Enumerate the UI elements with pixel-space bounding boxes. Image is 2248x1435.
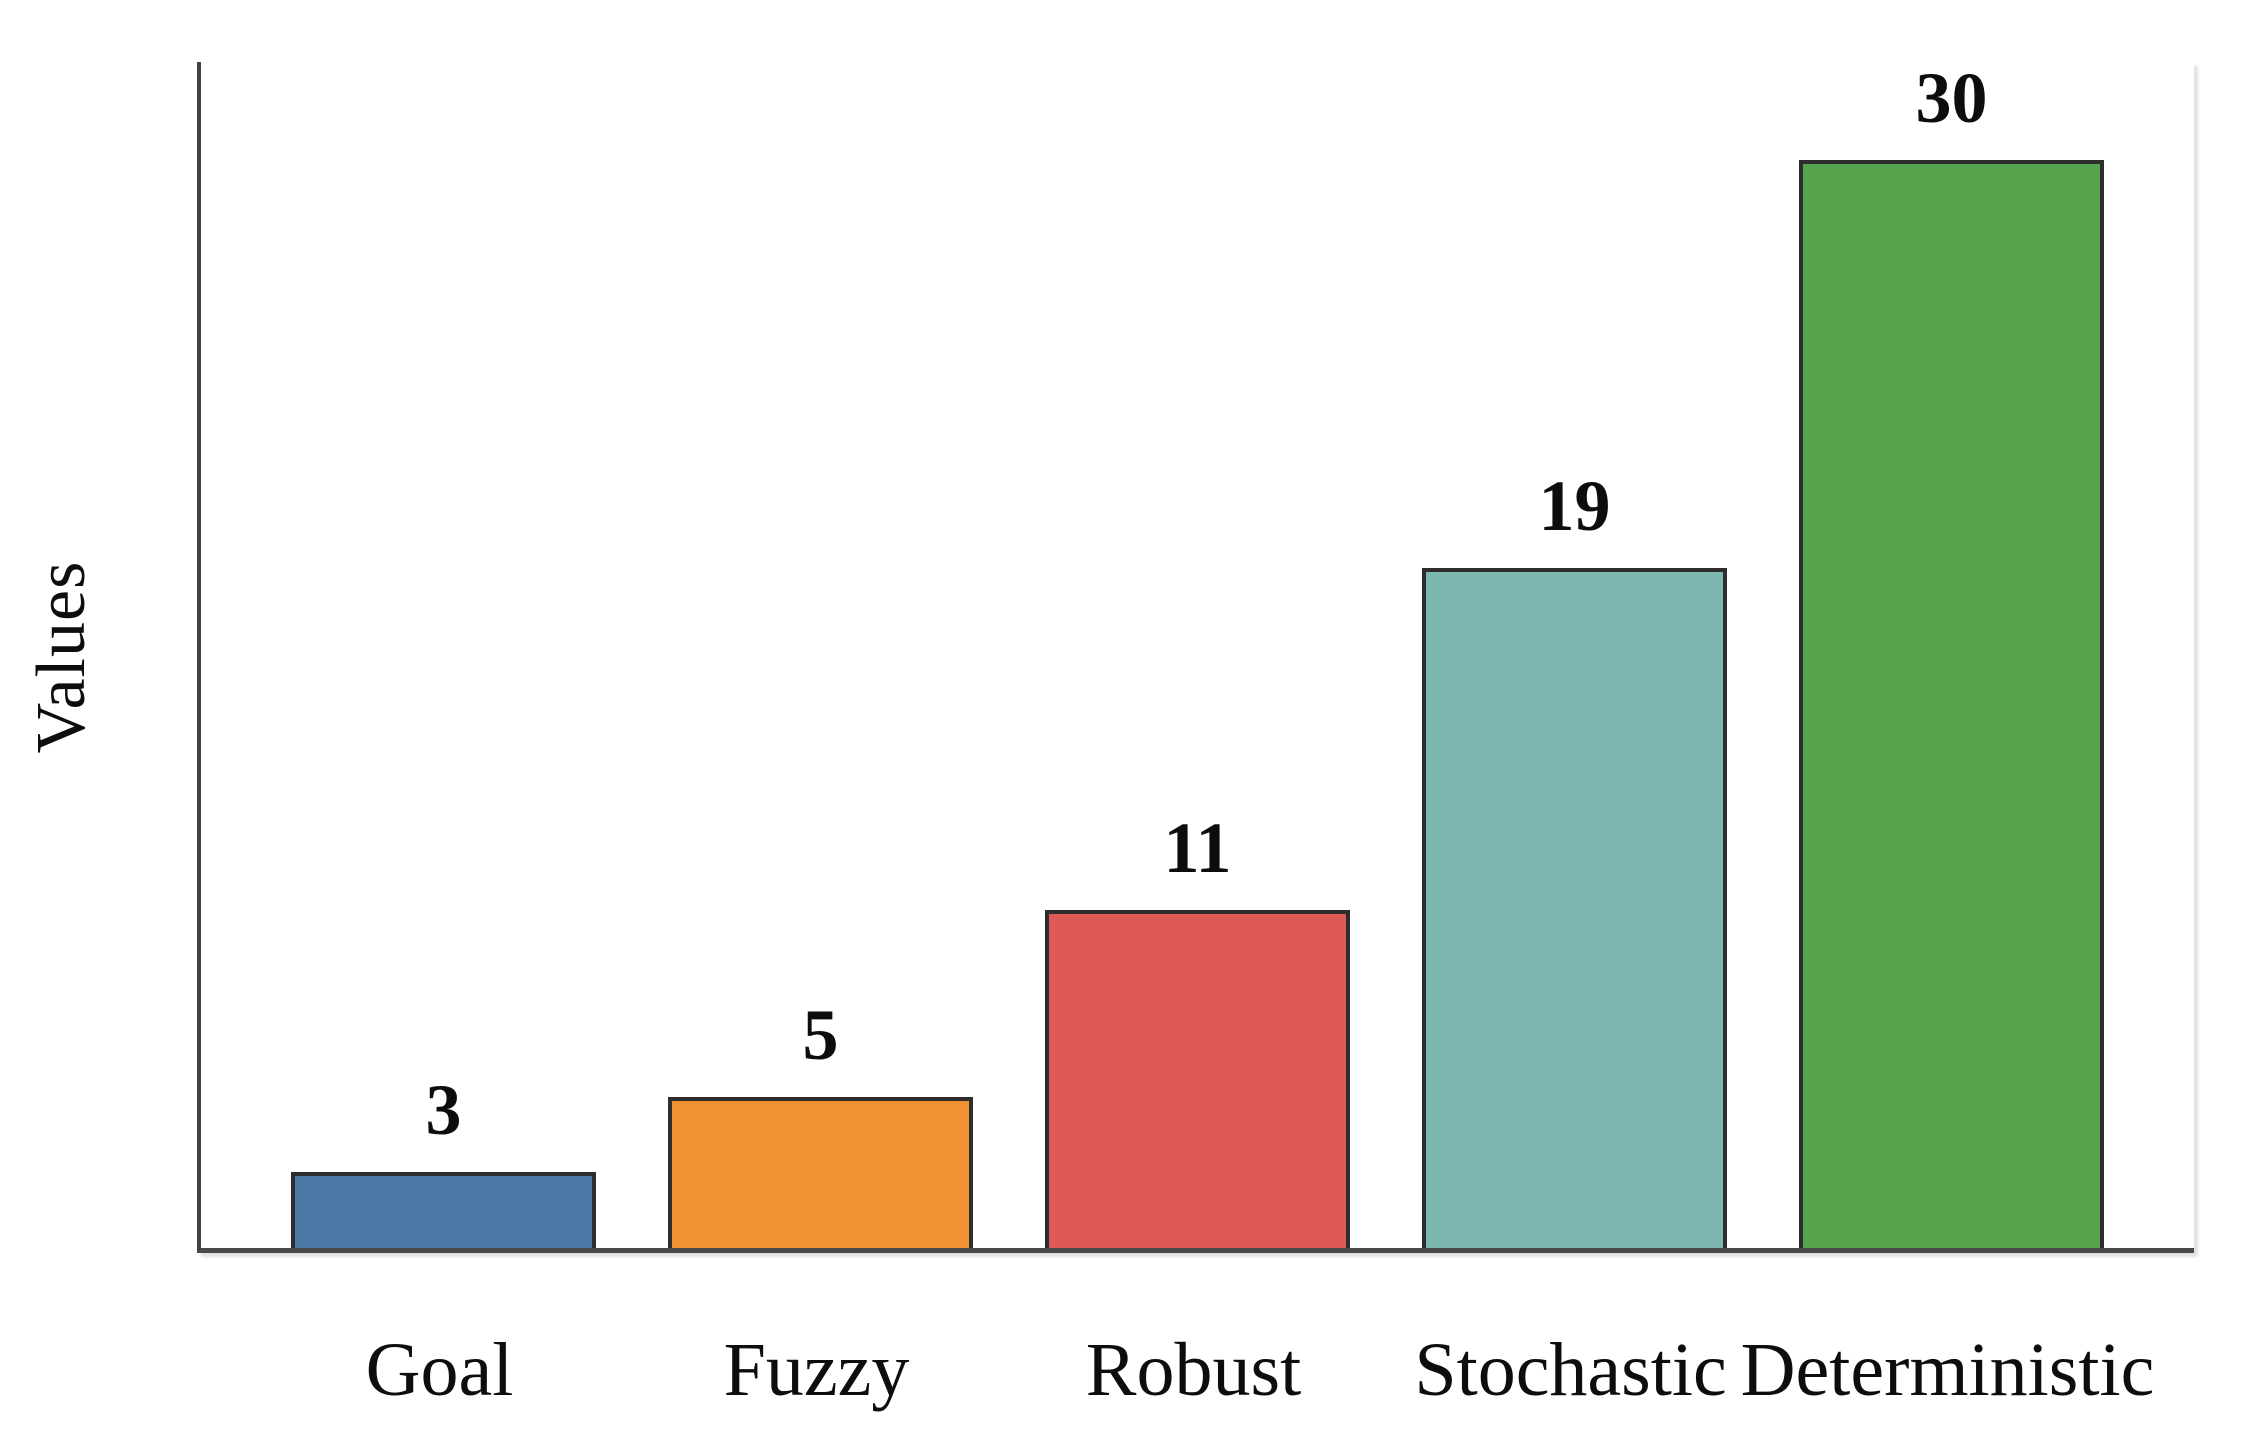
- bar-slot: 5: [668, 62, 973, 1248]
- bar-slot: 3: [291, 62, 596, 1248]
- bar-slot: 11: [1045, 62, 1350, 1248]
- category-label: Goal: [365, 1328, 514, 1412]
- bars-container: 3 5 11 19 30: [201, 62, 2194, 1248]
- bar-value-label: 11: [1163, 808, 1232, 888]
- category-labels-row: Goal Fuzzy Robust Stochastic Determinist…: [197, 1332, 2190, 1408]
- bar-value-label: 30: [1915, 58, 1988, 138]
- bar: [1045, 910, 1350, 1248]
- category-label: Robust: [1085, 1328, 1302, 1412]
- category-label: Deterministic: [1740, 1328, 2155, 1412]
- bar: [1799, 160, 2104, 1248]
- bar-slot: 30: [1799, 62, 2104, 1248]
- bar-value-label: 3: [425, 1070, 462, 1150]
- bar-slot: 19: [1422, 62, 1727, 1248]
- bar: [668, 1097, 973, 1248]
- category-label: Fuzzy: [723, 1328, 910, 1412]
- bar: [291, 1172, 596, 1248]
- plot-area: 3 5 11 19 30: [197, 62, 2194, 1253]
- y-axis-label: Values: [23, 560, 100, 754]
- bar: [1422, 568, 1727, 1248]
- bar-value-label: 5: [802, 995, 839, 1075]
- bar-value-label: 19: [1538, 466, 1611, 546]
- category-label: Stochastic: [1414, 1328, 1727, 1412]
